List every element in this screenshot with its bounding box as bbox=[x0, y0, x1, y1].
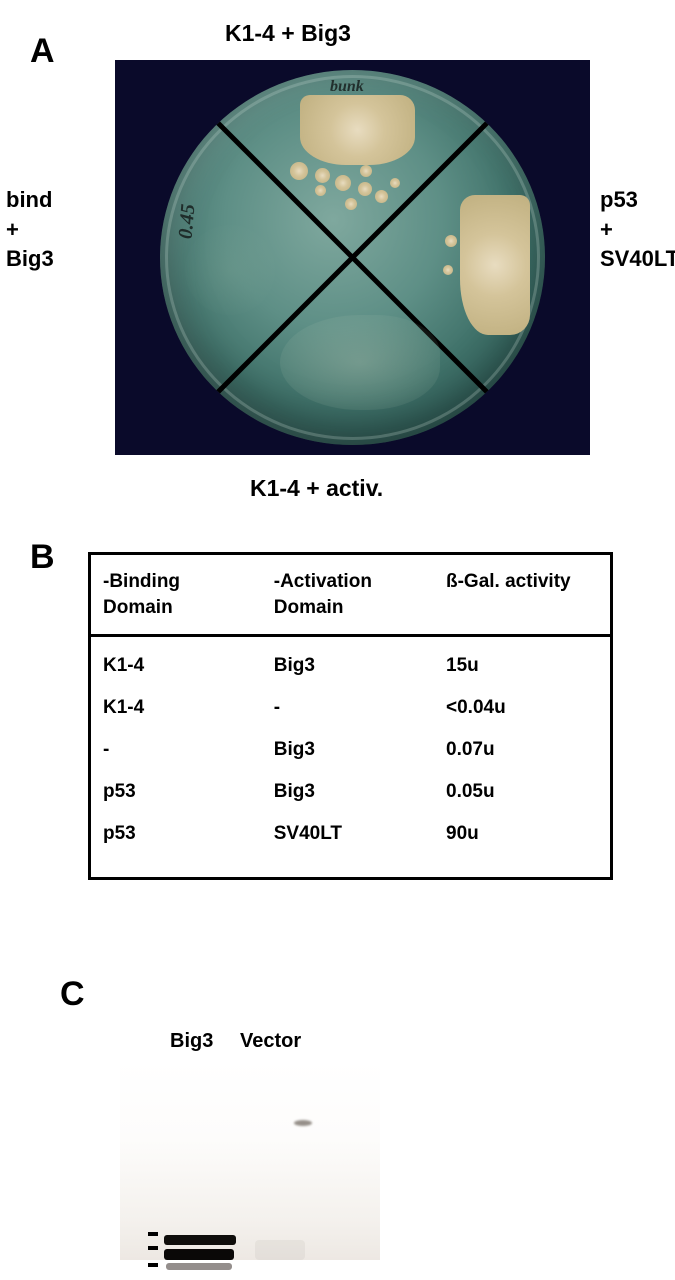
blot-membrane bbox=[120, 1060, 380, 1260]
colony-spot bbox=[358, 182, 372, 196]
panel-c-label: C bbox=[60, 975, 85, 1014]
panel-a-top-caption: K1-4 + Big3 bbox=[225, 20, 351, 47]
dish-handwriting-top: bunk bbox=[330, 78, 364, 96]
right-quadrant-colonies bbox=[460, 195, 530, 335]
table-body: K1-4 Big3 15u K1-4 - <0.04u - Big3 0.07u… bbox=[90, 636, 612, 879]
cell-activity: <0.04u bbox=[434, 687, 612, 729]
blot-artifact bbox=[294, 1120, 312, 1126]
col1-l1: -Binding bbox=[103, 571, 180, 592]
colony-spot bbox=[345, 198, 357, 210]
colony-spot bbox=[390, 178, 400, 188]
cell-binding: K1-4 bbox=[90, 636, 262, 688]
cell-activation: - bbox=[262, 687, 434, 729]
col-header-activity: ß-Gal. activity bbox=[434, 554, 612, 636]
dish-handwriting-left: 0.45 bbox=[175, 203, 201, 240]
col2-l2: Domain bbox=[274, 597, 344, 618]
cell-activation: Big3 bbox=[262, 771, 434, 813]
panel-a-left-caption: bind + Big3 bbox=[6, 185, 54, 274]
bottom-quadrant-growth bbox=[280, 315, 440, 410]
left-caption-line1: bind bbox=[6, 187, 52, 212]
table-row: K1-4 Big3 15u bbox=[90, 636, 612, 688]
colony-spot bbox=[375, 190, 388, 203]
colony-spot bbox=[290, 162, 308, 180]
mw-tick bbox=[148, 1246, 158, 1250]
colony-spot bbox=[335, 175, 351, 191]
cell-activity: 0.05u bbox=[434, 771, 612, 813]
table-row: p53 SV40LT 90u bbox=[90, 813, 612, 879]
right-caption-line3: SV40LT bbox=[600, 246, 675, 271]
table-row: K1-4 - <0.04u bbox=[90, 687, 612, 729]
blot-band-2 bbox=[164, 1249, 234, 1260]
left-caption-line3: Big3 bbox=[6, 246, 54, 271]
cell-activity: 15u bbox=[434, 636, 612, 688]
petri-dish-photo: 0.45 bunk bbox=[115, 60, 590, 455]
blot-band-1 bbox=[164, 1235, 236, 1245]
cell-binding: K1-4 bbox=[90, 687, 262, 729]
panel-a-label: A bbox=[30, 32, 55, 71]
col2-l1: -Activation bbox=[274, 571, 372, 592]
top-quadrant-colonies bbox=[300, 95, 415, 165]
cell-binding: - bbox=[90, 729, 262, 771]
western-blot: Big3 Vector bbox=[120, 1030, 380, 1260]
cell-binding: p53 bbox=[90, 813, 262, 879]
lane-label-big3: Big3 bbox=[170, 1030, 213, 1053]
cell-activity: 90u bbox=[434, 813, 612, 879]
blot-band-3 bbox=[166, 1263, 232, 1270]
colony-spot bbox=[443, 265, 453, 275]
activity-table: -Binding Domain -Activation Domain ß-Gal… bbox=[88, 552, 613, 880]
col1-l2: Domain bbox=[103, 597, 173, 618]
panel-b-label: B bbox=[30, 538, 55, 577]
cell-activity: 0.07u bbox=[434, 729, 612, 771]
blot-vector-faint bbox=[255, 1240, 305, 1260]
table-header-row: -Binding Domain -Activation Domain ß-Gal… bbox=[90, 554, 612, 636]
table-row: p53 Big3 0.05u bbox=[90, 771, 612, 813]
mw-tick bbox=[148, 1263, 158, 1267]
table-row: - Big3 0.07u bbox=[90, 729, 612, 771]
col-header-binding: -Binding Domain bbox=[90, 554, 262, 636]
cell-binding: p53 bbox=[90, 771, 262, 813]
cell-activation: SV40LT bbox=[262, 813, 434, 879]
col-header-activation: -Activation Domain bbox=[262, 554, 434, 636]
colony-spot bbox=[315, 168, 330, 183]
colony-spot bbox=[315, 185, 326, 196]
right-caption-line2: + bbox=[600, 217, 613, 242]
lane-label-vector: Vector bbox=[240, 1030, 301, 1053]
cell-activation: Big3 bbox=[262, 636, 434, 688]
colony-spot bbox=[445, 235, 457, 247]
right-caption-line1: p53 bbox=[600, 187, 638, 212]
cell-activation: Big3 bbox=[262, 729, 434, 771]
left-caption-line2: + bbox=[6, 217, 19, 242]
left-quadrant-growth bbox=[185, 225, 275, 315]
colony-spot bbox=[360, 165, 372, 177]
panel-a-right-caption: p53 + SV40LT bbox=[600, 185, 675, 274]
mw-tick bbox=[148, 1232, 158, 1236]
petri-dish: 0.45 bunk bbox=[160, 70, 545, 445]
panel-a-bottom-caption: K1-4 + activ. bbox=[250, 475, 383, 502]
